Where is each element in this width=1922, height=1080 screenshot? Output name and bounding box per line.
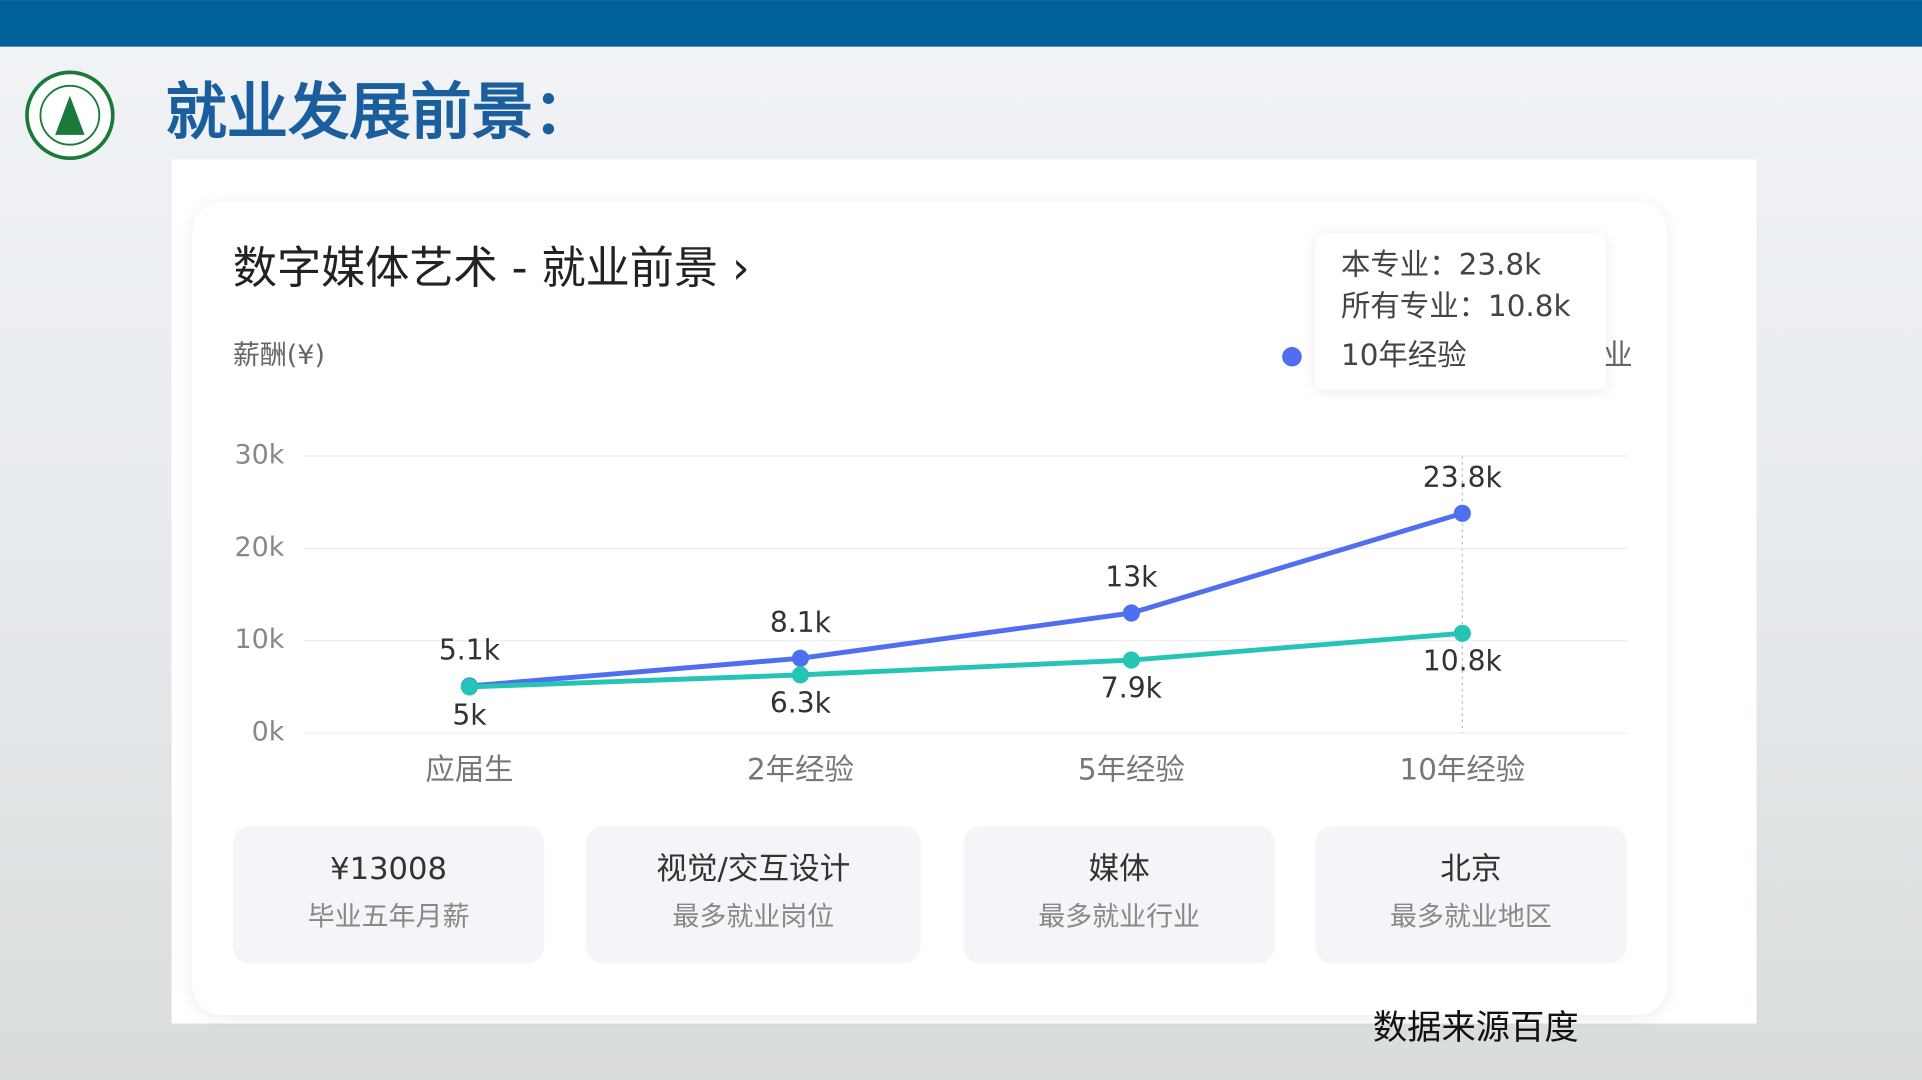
top-bar	[0, 0, 1922, 47]
x-tick-label: 应届生	[425, 753, 513, 787]
point	[1453, 624, 1471, 642]
stat-value: 北京	[1440, 852, 1501, 887]
stat-card	[585, 826, 921, 964]
stat-label: 最多就业行业	[1038, 902, 1200, 933]
y-tick-label: 20k	[234, 532, 284, 563]
data-label: 23.8k	[1423, 461, 1503, 494]
source-note: 数据来源百度	[1373, 1008, 1579, 1048]
tooltip-box	[1315, 232, 1606, 390]
stat-value: ¥13008	[330, 852, 447, 887]
x-tick-label: 5年经验	[1078, 753, 1185, 787]
data-label: 7.9k	[1101, 672, 1163, 705]
point	[791, 649, 810, 667]
tooltip-line: 所有专业：10.8k	[1341, 289, 1571, 323]
card	[192, 202, 1668, 1015]
data-label: 5k	[452, 698, 487, 731]
tooltip: 本专业：23.8k 所有专业：10.8k 10年经验	[1315, 232, 1606, 390]
stat-value: 视觉/交互设计	[656, 852, 850, 887]
plot: 0k 10k 20k 30k 应届生 2年经验 5年经验 10年经验 5.1k 8.1k 13k 23…	[234, 440, 1628, 787]
stat-card	[963, 826, 1275, 964]
stat-value: 媒体	[1088, 852, 1149, 887]
point	[460, 678, 479, 696]
y-tick-label: 10k	[234, 624, 284, 655]
point	[1122, 651, 1140, 669]
stat-label: 最多就业地区	[1390, 902, 1552, 933]
tooltip-legend: 10年经验	[1341, 338, 1467, 372]
logo	[25, 70, 115, 161]
series-line	[469, 510, 1464, 689]
point	[1453, 504, 1471, 522]
point	[791, 666, 810, 684]
data-label: 13k	[1105, 561, 1158, 594]
y-tick-label: 0k	[252, 717, 285, 748]
legend-dot	[1282, 346, 1302, 367]
legend-fragment: 业	[1603, 338, 1632, 372]
data-label: 8.1k	[770, 606, 832, 639]
slide-title: 就业发展前景：	[165, 77, 594, 148]
tooltip-line: 本专业：23.8k	[1341, 248, 1541, 282]
point	[1122, 604, 1140, 622]
chart-title: 数字媒体艺术 - 就业前景 ›	[233, 243, 750, 294]
stat-card	[1315, 826, 1627, 964]
y-tick-label: 30k	[234, 440, 284, 471]
data-label: 5.1k	[439, 634, 501, 667]
x-tick-label: 10年经验	[1400, 753, 1526, 787]
y-axis-label: 薪酬(¥)	[233, 340, 325, 371]
stat-label: 毕业五年月薪	[308, 902, 470, 933]
data-label: 6.3k	[770, 686, 832, 719]
x-tick-label: 2年经验	[747, 753, 854, 787]
stat-card	[232, 826, 545, 964]
series-line	[469, 630, 1463, 690]
stat-label: 最多就业岗位	[672, 902, 834, 933]
data-label: 10.8k	[1423, 645, 1503, 678]
